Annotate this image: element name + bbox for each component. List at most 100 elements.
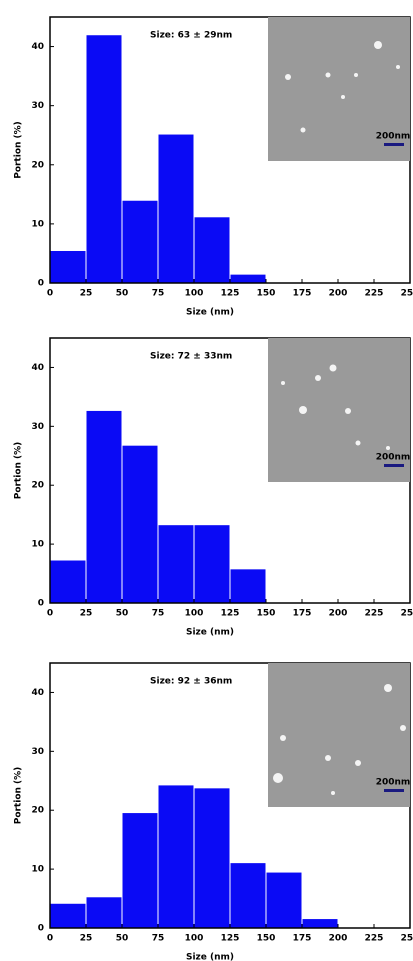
x-tick-label: 200 bbox=[329, 289, 348, 299]
y-tick-label: 30 bbox=[31, 101, 44, 111]
particle bbox=[326, 73, 331, 78]
particle bbox=[280, 735, 286, 741]
x-tick-label: 75 bbox=[152, 289, 165, 299]
bar bbox=[50, 903, 86, 928]
bar bbox=[50, 560, 86, 603]
particle bbox=[299, 406, 307, 414]
particle bbox=[374, 41, 382, 49]
y-tick-label: 20 bbox=[31, 481, 44, 491]
particle bbox=[315, 375, 321, 381]
x-axis-label: Size (nm) bbox=[186, 308, 234, 318]
bar bbox=[122, 445, 158, 603]
x-tick-label: 200 bbox=[329, 934, 348, 944]
x-tick-label: 250 bbox=[401, 934, 413, 944]
particle bbox=[355, 760, 361, 766]
bar bbox=[266, 872, 302, 928]
bar bbox=[86, 897, 122, 928]
bar bbox=[86, 35, 122, 283]
bar bbox=[158, 134, 194, 283]
y-tick-label: 20 bbox=[31, 806, 44, 816]
x-tick-label: 100 bbox=[185, 289, 204, 299]
x-tick-label: 225 bbox=[365, 609, 384, 619]
scale-bar bbox=[384, 464, 404, 467]
x-tick-label: 50 bbox=[116, 934, 129, 944]
x-tick-label: 200 bbox=[329, 609, 348, 619]
particle bbox=[356, 441, 361, 446]
particle bbox=[354, 73, 358, 77]
x-tick-label: 175 bbox=[293, 609, 312, 619]
bar bbox=[230, 274, 266, 283]
y-tick-label: 40 bbox=[31, 363, 44, 373]
x-tick-label: 75 bbox=[152, 609, 165, 619]
x-tick-label: 25 bbox=[80, 934, 93, 944]
particle bbox=[386, 446, 390, 450]
y-tick-label: 40 bbox=[31, 42, 44, 52]
x-tick-label: 150 bbox=[257, 289, 276, 299]
x-axis-label: Size (nm) bbox=[186, 628, 234, 638]
x-tick-label: 50 bbox=[116, 289, 129, 299]
y-tick-label: 0 bbox=[38, 599, 44, 609]
annotation: Size: 92 ± 36nm bbox=[150, 677, 232, 687]
y-tick-label: 10 bbox=[31, 540, 44, 550]
particle bbox=[301, 128, 306, 133]
y-tick-label: 0 bbox=[38, 924, 44, 934]
x-tick-label: 150 bbox=[257, 934, 276, 944]
bar bbox=[194, 788, 230, 928]
particle bbox=[341, 95, 345, 99]
x-tick-label: 175 bbox=[293, 289, 312, 299]
x-tick-label: 25 bbox=[80, 609, 93, 619]
x-tick-label: 100 bbox=[185, 609, 204, 619]
bar bbox=[50, 250, 86, 283]
bar bbox=[158, 525, 194, 603]
bar bbox=[86, 410, 122, 603]
x-tick-label: 250 bbox=[401, 609, 413, 619]
x-tick-label: 50 bbox=[116, 609, 129, 619]
particle bbox=[330, 365, 337, 372]
particle bbox=[400, 725, 406, 731]
bar bbox=[302, 919, 338, 928]
x-tick-label: 25 bbox=[80, 289, 93, 299]
x-tick-label: 125 bbox=[221, 609, 240, 619]
particle bbox=[285, 74, 291, 80]
bar bbox=[230, 863, 266, 928]
bar bbox=[122, 813, 158, 928]
x-tick-label: 225 bbox=[365, 289, 384, 299]
x-axis-label: Size (nm) bbox=[186, 953, 234, 961]
bar bbox=[194, 525, 230, 603]
x-tick-label: 0 bbox=[47, 934, 53, 944]
y-tick-label: 10 bbox=[31, 219, 44, 229]
y-tick-label: 20 bbox=[31, 160, 44, 170]
annotation: Size: 72 ± 33nm bbox=[150, 352, 232, 362]
y-tick-label: 10 bbox=[31, 865, 44, 875]
inset-label: 200nm bbox=[376, 778, 411, 788]
y-axis-label: Portion (%) bbox=[14, 767, 24, 825]
y-tick-label: 40 bbox=[31, 688, 44, 698]
inset-label: 200nm bbox=[376, 132, 411, 142]
bar bbox=[230, 569, 266, 603]
x-tick-label: 150 bbox=[257, 609, 276, 619]
x-tick-label: 0 bbox=[47, 609, 53, 619]
particle bbox=[331, 791, 335, 795]
particle bbox=[396, 65, 400, 69]
inset-label: 200nm bbox=[376, 453, 411, 463]
x-tick-label: 75 bbox=[152, 934, 165, 944]
x-tick-label: 100 bbox=[185, 934, 204, 944]
particle bbox=[325, 755, 331, 761]
bar bbox=[122, 200, 158, 283]
particle bbox=[345, 408, 351, 414]
bar bbox=[194, 217, 230, 283]
y-axis-label: Portion (%) bbox=[14, 442, 24, 500]
x-tick-label: 225 bbox=[365, 934, 384, 944]
particle bbox=[273, 773, 283, 783]
x-tick-label: 125 bbox=[221, 289, 240, 299]
bar bbox=[158, 785, 194, 928]
x-tick-label: 0 bbox=[47, 289, 53, 299]
x-tick-label: 250 bbox=[401, 289, 413, 299]
particle bbox=[384, 684, 392, 692]
particle bbox=[281, 381, 285, 385]
scale-bar bbox=[384, 143, 404, 146]
y-tick-label: 30 bbox=[31, 422, 44, 432]
y-tick-label: 30 bbox=[31, 747, 44, 757]
annotation: Size: 63 ± 29nm bbox=[150, 31, 232, 41]
x-tick-label: 175 bbox=[293, 934, 312, 944]
